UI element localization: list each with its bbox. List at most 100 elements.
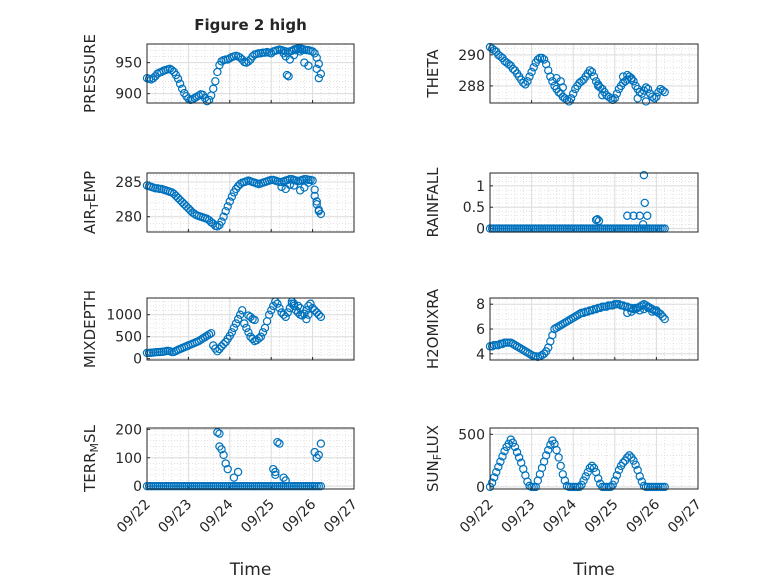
y-axis-label: MIXDEPTH	[81, 290, 99, 368]
data-point	[231, 319, 241, 328]
data-point	[608, 480, 617, 489]
data-point	[229, 323, 239, 333]
subplot-sun-flux: 0 500 SUNFLUX 09/22 09/23 09/24 09/25 09/26 09/2…	[424, 425, 705, 580]
x-tick-label: 09/24	[540, 496, 580, 536]
y-tick-label: 900	[115, 87, 142, 103]
data-point	[293, 44, 303, 54]
data-point	[279, 310, 288, 319]
data-point	[295, 186, 305, 195]
data-point	[587, 461, 597, 471]
data-point	[277, 182, 286, 192]
data-point	[558, 319, 568, 329]
data-point	[641, 83, 651, 92]
data-point	[256, 332, 266, 341]
data-point	[277, 308, 286, 317]
data-point	[213, 347, 222, 356]
data-point	[204, 330, 214, 339]
data-point	[639, 170, 649, 180]
data-point	[167, 65, 177, 75]
data-point	[498, 452, 507, 461]
data-point	[316, 209, 326, 219]
data-point	[235, 53, 245, 62]
data-point	[504, 59, 513, 69]
data-point	[571, 312, 580, 321]
data-point	[546, 440, 555, 450]
data-point	[492, 467, 501, 477]
data-point	[219, 212, 228, 221]
data-point	[198, 334, 208, 343]
data-point	[589, 463, 599, 473]
y-tick-label: 0	[476, 222, 485, 238]
data-point	[494, 462, 503, 472]
data-point	[552, 323, 561, 332]
data-point	[221, 459, 230, 468]
data-point	[244, 57, 253, 66]
data-point	[639, 304, 649, 314]
data-point	[248, 334, 257, 344]
data-point	[629, 211, 638, 220]
data-point	[633, 94, 642, 103]
data-point	[593, 214, 602, 224]
data-point	[566, 94, 576, 103]
data-point	[310, 49, 319, 58]
data-point	[510, 442, 520, 452]
subplot-air-temp: 280 285 AIRTEMP	[81, 171, 355, 234]
data-point	[273, 299, 282, 308]
x-axis-label: Time	[572, 560, 615, 580]
data-point	[190, 93, 199, 103]
data-point	[271, 467, 280, 477]
data-point	[629, 456, 638, 465]
data-point	[281, 476, 290, 485]
data-point	[627, 75, 636, 84]
data-point	[521, 347, 530, 356]
data-point	[209, 219, 218, 228]
data-point	[310, 191, 319, 201]
x-axis-label: Time	[229, 560, 272, 580]
data-point	[508, 438, 518, 447]
data-point	[175, 79, 185, 88]
data-point	[200, 332, 210, 342]
data-point	[660, 87, 669, 97]
data-point	[304, 61, 313, 70]
data-point	[298, 46, 307, 55]
y-tick-label: 0.5	[463, 200, 485, 216]
subplot-theta: 288 290 THETA	[424, 42, 699, 106]
data-point	[658, 86, 667, 95]
data-point	[213, 428, 222, 437]
data-point	[250, 315, 259, 325]
data-point	[546, 72, 555, 81]
data-point	[635, 306, 644, 315]
data-point	[308, 47, 317, 56]
data-point	[310, 447, 319, 457]
data-point	[539, 55, 549, 64]
data-point	[593, 81, 603, 91]
y-tick-label: 1	[476, 179, 485, 195]
data-point	[529, 63, 538, 72]
data-point	[618, 72, 628, 81]
y-axis-label: AIRTEMP	[81, 171, 101, 234]
data-point	[556, 321, 565, 330]
data-point	[544, 445, 553, 455]
data-point	[638, 220, 648, 229]
data-point	[506, 338, 515, 347]
data-point	[612, 471, 622, 480]
y-tick-label: 950	[115, 56, 142, 72]
data-point	[519, 78, 528, 88]
data-point	[514, 343, 524, 352]
data-point	[304, 178, 313, 187]
data-point	[594, 216, 604, 226]
y-tick-label: 500	[458, 427, 485, 443]
data-point	[173, 74, 183, 83]
x-tick-label: 09/26	[280, 496, 320, 536]
data-point	[302, 314, 311, 324]
data-point	[215, 344, 224, 354]
axes-background	[147, 428, 354, 489]
y-tick-label: 288	[458, 79, 485, 95]
y-axis-label: THETA	[424, 49, 442, 99]
subplot-terr-msl: 0 100 200 TERRMSL 09/22 09/23 09/24 09/25 09/26 0…	[81, 422, 361, 580]
data-point	[293, 301, 303, 311]
data-point	[219, 450, 228, 460]
y-tick-label: 280	[115, 210, 142, 226]
data-point	[289, 299, 299, 308]
data-point	[508, 339, 518, 349]
